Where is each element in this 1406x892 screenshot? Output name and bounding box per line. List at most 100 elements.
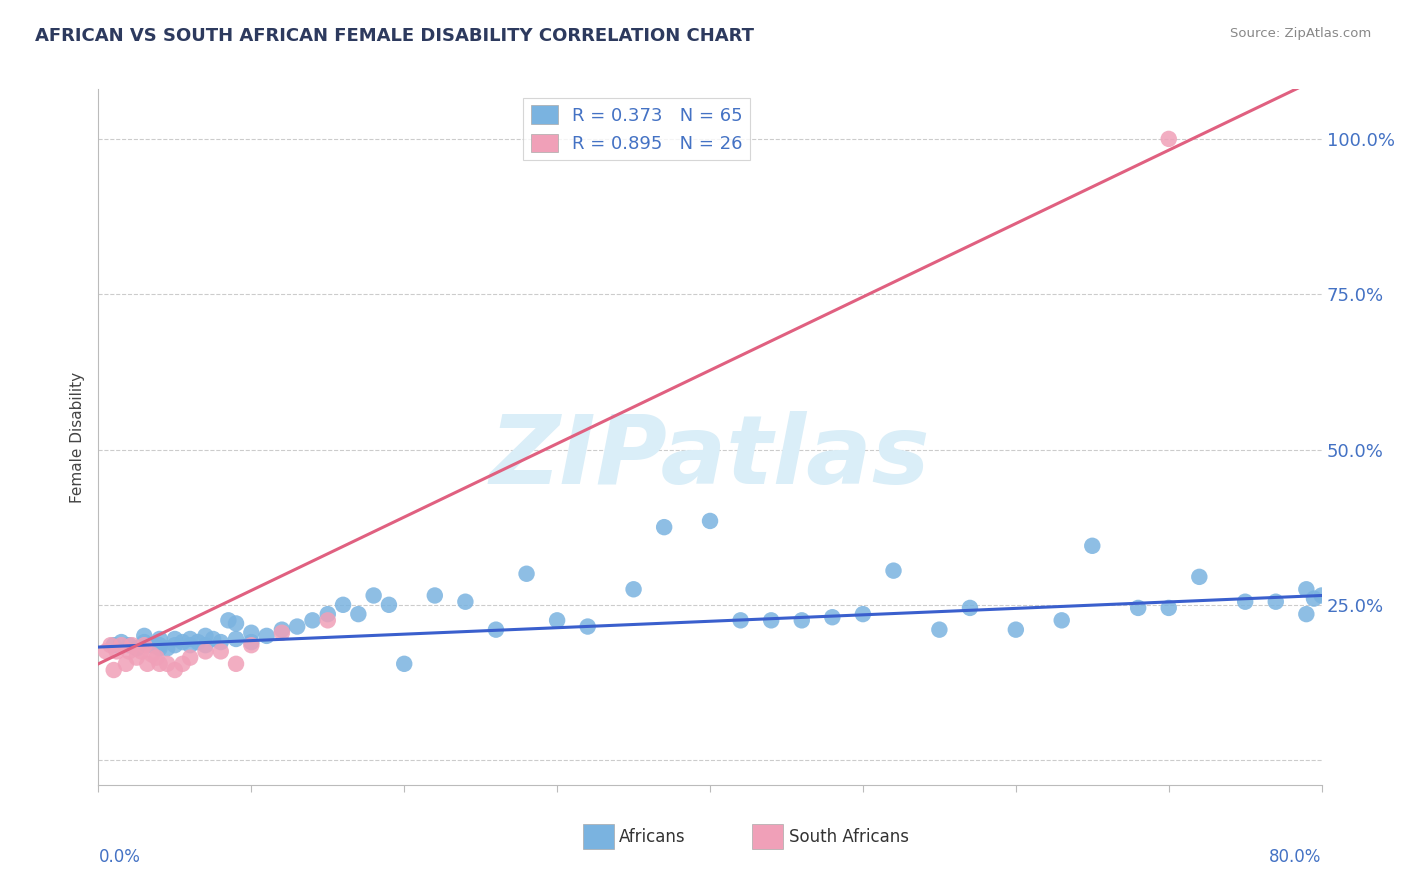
Point (1295, 607, 1317, 621)
Point (821, 610, 844, 624)
Point (187, 635, 209, 649)
Point (118, 644, 141, 658)
Point (759, 613, 782, 627)
Point (134, 629, 156, 643)
Point (125, 650, 148, 665)
Point (149, 657, 172, 671)
Point (1234, 595, 1257, 609)
Point (240, 625, 263, 640)
Legend: R = 0.373   N = 65, R = 0.895   N = 26: R = 0.373 N = 65, R = 0.895 N = 26 (523, 98, 749, 161)
Point (194, 638, 217, 652)
Text: ZIPatlas: ZIPatlas (489, 411, 931, 505)
Text: 80.0%: 80.0% (1270, 847, 1322, 865)
Text: 0.0%: 0.0% (98, 847, 141, 865)
Point (129, 644, 152, 658)
Text: AFRICAN VS SOUTH AFRICAN FEMALE DISABILITY CORRELATION CHART: AFRICAN VS SOUTH AFRICAN FEMALE DISABILI… (35, 27, 754, 45)
Point (1310, 589, 1333, 603)
Point (134, 638, 156, 652)
Point (136, 657, 159, 671)
Point (1157, 132, 1180, 146)
Point (141, 638, 163, 652)
Text: South Africans: South Africans (789, 828, 908, 846)
Point (172, 657, 194, 671)
Point (423, 589, 446, 603)
Point (141, 648, 163, 662)
Point (1050, 613, 1073, 627)
Point (163, 638, 186, 652)
Point (156, 657, 179, 671)
Point (1004, 623, 1026, 637)
Point (347, 607, 370, 621)
Point (194, 629, 217, 643)
Point (332, 598, 354, 612)
Point (179, 638, 201, 652)
Point (959, 601, 981, 615)
Point (209, 644, 232, 658)
Point (115, 657, 138, 671)
Point (270, 623, 292, 637)
Point (110, 638, 132, 652)
Point (163, 632, 186, 646)
Point (285, 619, 308, 633)
Text: Africans: Africans (619, 828, 685, 846)
Point (194, 644, 217, 658)
Point (240, 635, 263, 649)
Point (652, 520, 675, 534)
Point (301, 613, 323, 627)
Point (134, 635, 156, 649)
Y-axis label: Female Disability: Female Disability (70, 371, 86, 503)
Point (392, 657, 416, 671)
Point (94, 644, 117, 658)
Point (256, 629, 278, 643)
Point (217, 613, 239, 627)
Point (1303, 591, 1326, 606)
Point (576, 619, 599, 633)
Point (1128, 601, 1150, 615)
Point (225, 616, 247, 631)
Point (209, 635, 232, 649)
Point (149, 632, 172, 646)
Point (1081, 539, 1104, 553)
Point (172, 635, 194, 649)
Point (270, 625, 292, 640)
Point (156, 641, 179, 656)
Point (730, 613, 752, 627)
Point (149, 638, 172, 652)
Point (1264, 595, 1286, 609)
Point (202, 632, 225, 646)
Point (125, 641, 148, 656)
Point (145, 650, 167, 665)
Point (546, 613, 568, 627)
Point (623, 582, 645, 597)
Point (103, 663, 125, 677)
Point (105, 644, 128, 658)
Point (110, 635, 132, 649)
Point (118, 638, 141, 652)
Point (163, 663, 186, 677)
Point (485, 623, 508, 637)
Point (699, 514, 721, 528)
Point (121, 638, 143, 652)
Point (179, 632, 201, 646)
Point (883, 564, 905, 578)
Point (852, 607, 875, 621)
Point (516, 566, 538, 581)
Point (790, 613, 813, 627)
Point (149, 641, 172, 656)
Point (1157, 601, 1180, 615)
Point (316, 613, 339, 627)
Point (225, 632, 247, 646)
Point (240, 638, 263, 652)
Point (225, 657, 247, 671)
Point (454, 595, 477, 609)
Point (316, 607, 339, 621)
Point (363, 589, 385, 603)
Point (179, 650, 201, 665)
Point (378, 598, 401, 612)
Point (100, 638, 122, 652)
Point (928, 623, 950, 637)
Point (1295, 582, 1317, 597)
Text: Source: ZipAtlas.com: Source: ZipAtlas.com (1230, 27, 1371, 40)
Point (103, 638, 125, 652)
Point (1188, 570, 1211, 584)
